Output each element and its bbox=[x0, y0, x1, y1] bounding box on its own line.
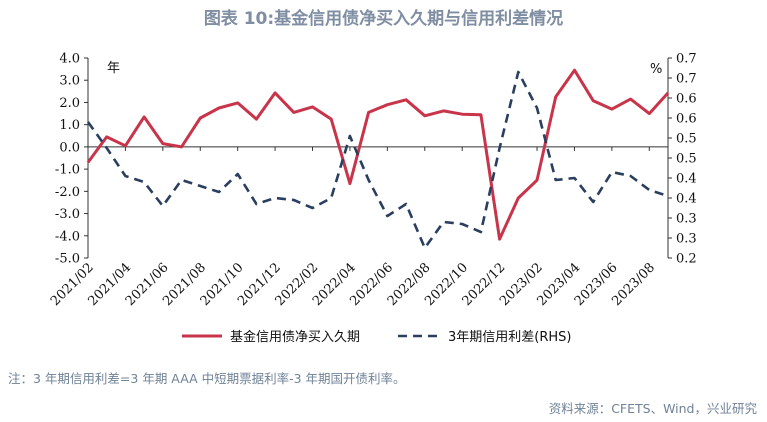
left-tick-label: -3.0 bbox=[55, 207, 80, 222]
right-tick-label: 0.3 bbox=[676, 232, 697, 247]
right-tick-label: 0.6 bbox=[676, 92, 697, 107]
left-axis-ticks: -5.0 -4.0 -3.0 -2.0 -1.0 0.0 1.0 2.0 3.0 4.0 bbox=[55, 52, 88, 267]
left-tick-label: 0.0 bbox=[59, 140, 80, 155]
left-tick-label: -4.0 bbox=[55, 229, 80, 244]
right-tick-label: 0.7 bbox=[676, 52, 697, 67]
footnote: 注：3 年期信用利差=3 年期 AAA 中短期票据利率-3 年期国开债利率。 bbox=[8, 371, 406, 386]
right-tick-label: 0.2 bbox=[676, 252, 697, 267]
left-tick-label: 4.0 bbox=[59, 52, 80, 67]
chart-title: 图表 10:基金信用债净买入久期与信用利差情况 bbox=[203, 9, 564, 29]
series-lines bbox=[86, 68, 670, 250]
left-tick-label: 1.0 bbox=[59, 118, 80, 133]
right-tick-label: 0.7 bbox=[676, 72, 697, 87]
left-tick-label: 3.0 bbox=[59, 74, 80, 89]
right-tick-label: 0.6 bbox=[676, 112, 697, 127]
right-tick-label: 0.5 bbox=[676, 132, 697, 147]
left-tick-label: -2.0 bbox=[55, 185, 80, 200]
series-line-1 bbox=[86, 70, 669, 250]
right-tick-label: 0.4 bbox=[676, 172, 697, 187]
left-tick-label: 2.0 bbox=[59, 96, 80, 111]
right-tick-label: 0.4 bbox=[676, 192, 697, 207]
left-tick-label: -1.0 bbox=[55, 163, 80, 178]
right-tick-label: 0.3 bbox=[676, 212, 697, 227]
x-axis-ticks: 2021/022021/042021/062021/082021/102021/… bbox=[48, 146, 658, 309]
chart: -5.0-4.0-3.0-2.0-1.00.01.02.03.04.0 0.20… bbox=[48, 52, 697, 346]
right-axis-unit: % bbox=[650, 62, 662, 77]
right-tick-label: 0.5 bbox=[676, 152, 697, 167]
axes bbox=[87, 58, 669, 258]
legend-label-1: 3年期信用利差(RHS) bbox=[448, 330, 571, 345]
right-axis-ticks: 0.2 0.3 0.3 0.4 0.4 0.5 0.5 0.6 0.6 0.7 0.7 bbox=[668, 52, 697, 267]
left-tick-label: -5.0 bbox=[55, 252, 80, 267]
source-credit: 资料来源：CFETS、Wind，兴业研究 bbox=[548, 401, 757, 416]
left-axis-unit: 年 bbox=[107, 61, 120, 76]
legend: 基金信用债净买入久期 3年期信用利差(RHS) bbox=[182, 329, 571, 345]
legend-label-0: 基金信用债净买入久期 bbox=[230, 329, 360, 345]
series-line-0 bbox=[86, 68, 670, 241]
